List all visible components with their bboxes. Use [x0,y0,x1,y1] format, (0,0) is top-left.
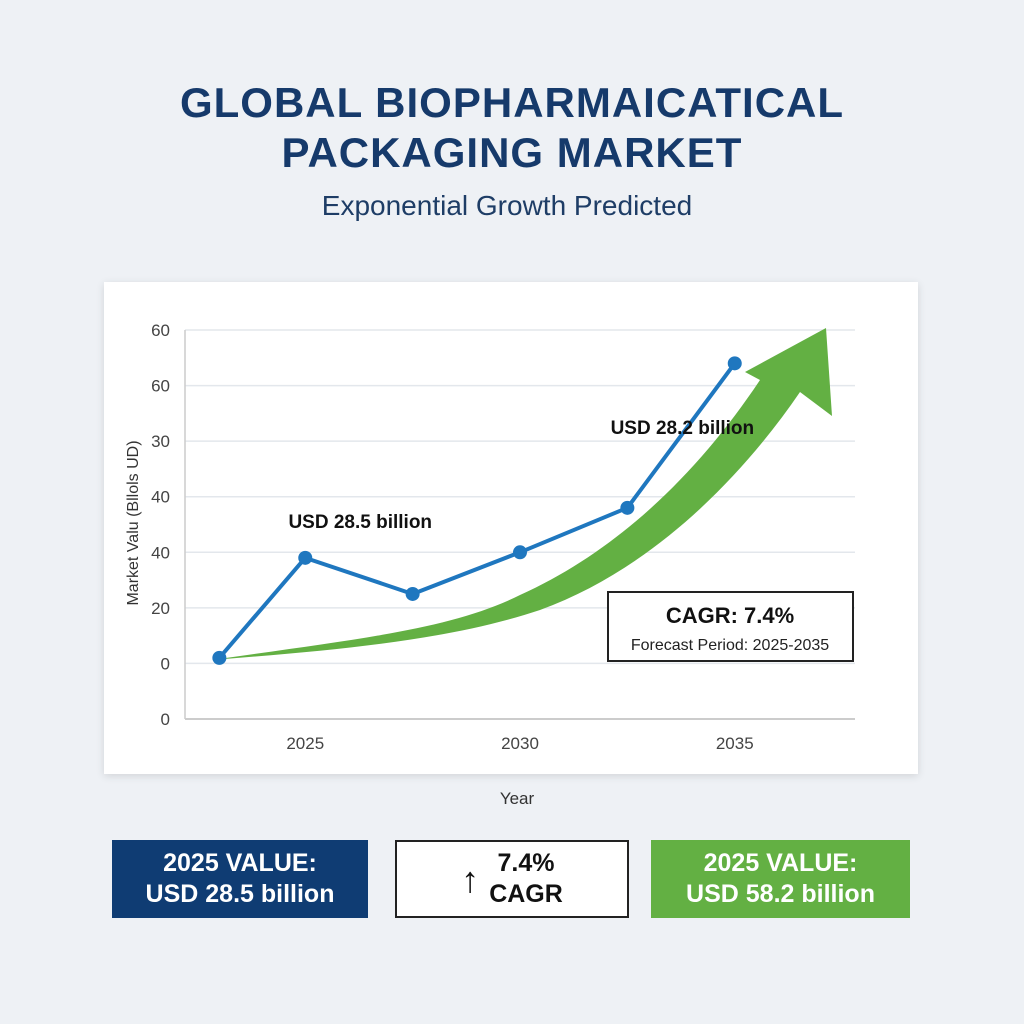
cagr-title: CAGR: 7.4% [666,603,794,628]
series-line [217,362,737,660]
data-point [620,500,635,515]
data-label: USD 28.5 billion [288,512,432,533]
title-line-1: GLOBAL BIOPHARMAICATICAL [179,79,845,126]
page-title: GLOBAL BIOPHARMAICATICAL PACKAGING MARKE… [0,78,1024,178]
x-axis-label: Year [500,789,535,808]
data-label: USD 28.2 billion [611,418,755,439]
summary-future-value: 2025 VALUE: USD 58.2 billion [651,840,910,918]
x-tick-label: 2030 [501,734,539,753]
data-point [727,356,742,371]
y-axis-label: Market Valu (Bllols UD) [125,440,142,605]
y-tick-label: 40 [151,543,170,562]
y-tick-label: 60 [151,321,170,340]
y-tick-label: 0 [161,654,170,673]
x-tick-label: 2035 [716,734,754,753]
summary-value: USD 58.2 billion [686,880,875,908]
x-tick-label: 2025 [286,734,324,753]
arrow-up-icon: ↑ [461,858,480,900]
cagr-box: CAGR: 7.4% Forecast Period: 2025-2035 [607,591,854,662]
y-tick-label: 20 [151,599,170,618]
subtitle: Exponential Growth Predicted [321,190,693,221]
title-line-2: PACKAGING MARKET [281,129,743,176]
data-point [513,545,527,560]
summary-value: USD 28.5 billion [145,880,335,908]
summary-cagr: ↑ 7.4% CAGR [395,840,629,918]
y-tick-label: 0 [161,710,170,729]
summary-label: 7.4% [497,849,555,877]
summary-2025-value: 2025 VALUE: USD 28.5 billion [112,840,368,918]
summary-label: 2025 VALUE: [703,849,858,877]
y-tick-label: 40 [151,488,170,507]
forecast-period: Forecast Period: 2025-2035 [631,637,829,654]
y-tick-label: 30 [151,432,170,451]
y-tick-label: 60 [151,377,170,396]
growth-trend-arrow [212,328,832,660]
data-point [298,550,313,565]
summary-value: CAGR [489,880,563,908]
summary-label: 2025 VALUE: [163,849,317,877]
data-point [212,650,227,665]
data-point [405,586,420,601]
